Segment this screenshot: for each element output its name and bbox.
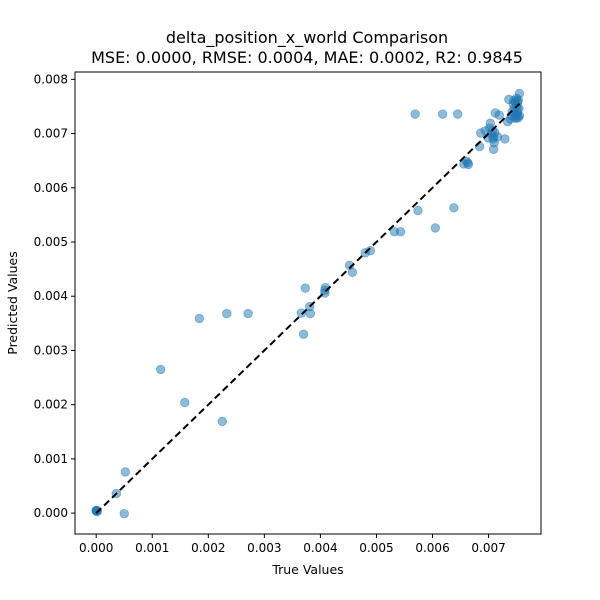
data-points (91, 88, 525, 519)
data-point (449, 203, 459, 213)
data-point (511, 113, 521, 124)
chart-subtitle: MSE: 0.0000, RMSE: 0.0004, MAE: 0.0002, … (91, 48, 523, 67)
y-tick-label: 0.006 (34, 181, 68, 195)
data-point (413, 205, 423, 216)
reference-diagonal-line (95, 103, 521, 514)
data-point (119, 508, 129, 519)
y-tick-label: 0.002 (34, 398, 68, 412)
data-point (463, 159, 474, 170)
data-point (194, 313, 205, 324)
data-point (296, 308, 307, 318)
x-tick-label: 0.005 (359, 541, 393, 555)
x-tick-label: 0.004 (303, 541, 337, 555)
y-tick-label: 0.008 (34, 72, 68, 86)
y-axis-label: Predicted Values (5, 251, 20, 355)
data-point (300, 283, 310, 293)
plot-area (74, 71, 542, 535)
data-point (513, 95, 523, 105)
data-point (155, 364, 166, 375)
data-point (430, 223, 441, 233)
y-axis-ticks: 0.000 0.001 0.002 0.003 0.004 0.005 0.006 0.007… (34, 72, 75, 520)
x-tick-label: 0.007 (471, 541, 505, 555)
x-tick-label: 0.006 (415, 541, 449, 555)
data-point (395, 226, 406, 237)
y-tick-label: 0.000 (34, 506, 68, 520)
x-tick-label: 0.002 (191, 541, 225, 555)
x-axis-ticks: 0.000 0.001 0.002 0.003 0.004 0.005 0.006 0.007 (79, 534, 506, 555)
y-tick-label: 0.004 (34, 289, 68, 303)
y-tick-label: 0.005 (34, 235, 68, 249)
x-tick-label: 0.003 (247, 541, 281, 555)
y-tick-label: 0.003 (34, 343, 68, 357)
y-tick-label: 0.001 (34, 452, 68, 466)
data-point (92, 506, 102, 516)
data-point (180, 397, 190, 408)
data-point (305, 308, 316, 319)
data-point (500, 134, 510, 144)
data-point (410, 109, 420, 119)
data-point (347, 267, 358, 278)
data-point (453, 109, 463, 119)
data-point (222, 308, 232, 319)
data-point (494, 110, 504, 120)
data-point (298, 329, 309, 339)
x-tick-label: 0.000 (79, 541, 113, 555)
x-tick-label: 0.001 (135, 541, 169, 555)
data-point (437, 109, 448, 119)
data-point (320, 285, 330, 295)
data-point (120, 467, 131, 477)
data-point (365, 245, 376, 256)
x-axis-label: True Values (271, 562, 343, 577)
data-point (217, 416, 228, 427)
data-point (243, 308, 253, 319)
data-point (512, 103, 522, 114)
y-tick-label: 0.007 (34, 127, 68, 141)
chart-title: delta_position_x_world Comparison (166, 28, 448, 48)
